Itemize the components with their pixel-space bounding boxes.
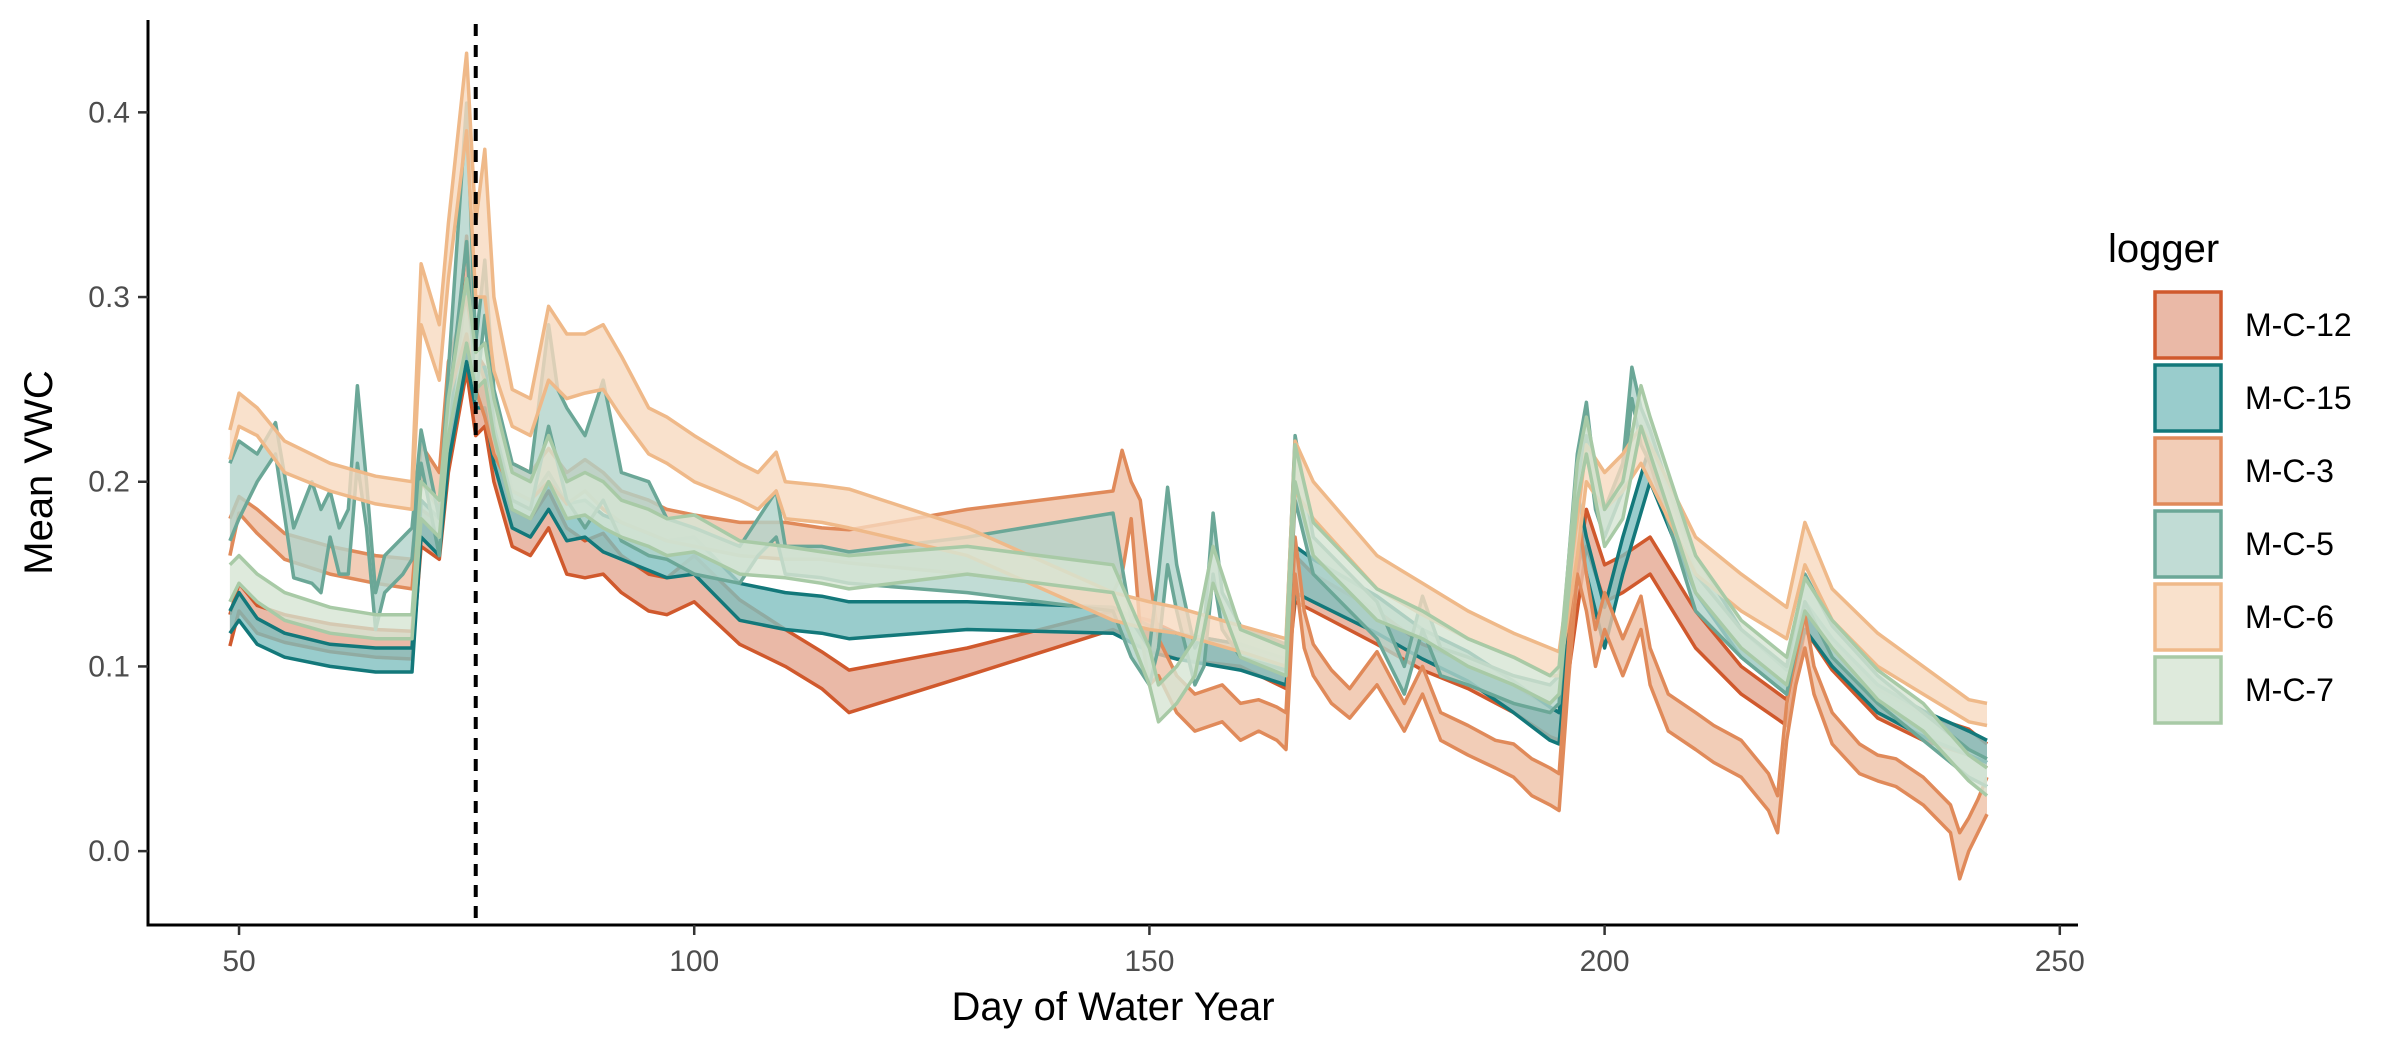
- legend-label-m-c-7: M-C-7: [2245, 672, 2334, 708]
- legend-label-m-c-6: M-C-6: [2245, 599, 2334, 635]
- legend-item-m-c-6: M-C-6: [2153, 582, 2334, 652]
- x-tick-label: 50: [222, 945, 255, 978]
- ribbon-lower-line-m-c-15: [228, 359, 1988, 765]
- legend-key-m-c-7: [2153, 655, 2223, 725]
- ribbon-lower-line-m-c-7: [228, 341, 1989, 798]
- y-tick-label: 0.1: [88, 650, 130, 683]
- legend-item-m-c-5: M-C-5: [2153, 509, 2334, 579]
- x-tick-label: 250: [2035, 945, 2085, 978]
- series-m-c-7: [228, 276, 1989, 798]
- legend-key-m-c-6: [2153, 582, 2223, 652]
- legend-label-m-c-5: M-C-5: [2245, 526, 2334, 562]
- y-tick-label: 0.4: [88, 96, 130, 129]
- legend-item-m-c-12: M-C-12: [2153, 290, 2352, 360]
- legend-title: logger: [2108, 227, 2219, 271]
- legend-key-m-c-3: [2153, 436, 2223, 506]
- legend-key-m-c-15: [2153, 363, 2223, 433]
- legend-item-m-c-15: M-C-15: [2153, 363, 2352, 433]
- x-tick-label: 100: [669, 945, 719, 978]
- x-axis-title: Day of Water Year: [951, 985, 1274, 1029]
- legend: logger M-C-12 M-C-15 M-C-3 M-C-5 M-C-6 M-C-7: [2108, 227, 2352, 725]
- ribbon-lower-line-m-c-6: [228, 129, 1988, 728]
- y-tick-label: 0.3: [88, 281, 130, 314]
- legend-key-m-c-12: [2153, 290, 2223, 360]
- ribbon-upper-line-m-c-7: [228, 276, 1989, 770]
- x-tick-label: 150: [1124, 945, 1174, 978]
- x-tick-label: 200: [1580, 945, 1630, 978]
- legend-key-m-c-5: [2153, 509, 2223, 579]
- legend-item-m-c-3: M-C-3: [2153, 436, 2334, 506]
- legend-label-m-c-12: M-C-12: [2245, 307, 2352, 343]
- y-axis-title: Mean VWC: [17, 370, 61, 575]
- legend-label-m-c-15: M-C-15: [2245, 380, 2352, 416]
- axes: 50 100 150 200 250 0.0 0.1 0.2 0.3 0.4: [88, 20, 2085, 978]
- y-tick-label: 0.0: [88, 835, 130, 868]
- plot-area: [228, 24, 1989, 925]
- legend-item-m-c-7: M-C-7: [2153, 655, 2334, 725]
- legend-label-m-c-3: M-C-3: [2245, 453, 2334, 489]
- ribbon-m-c-5: [229, 103, 1987, 787]
- y-tick-label: 0.2: [88, 466, 130, 499]
